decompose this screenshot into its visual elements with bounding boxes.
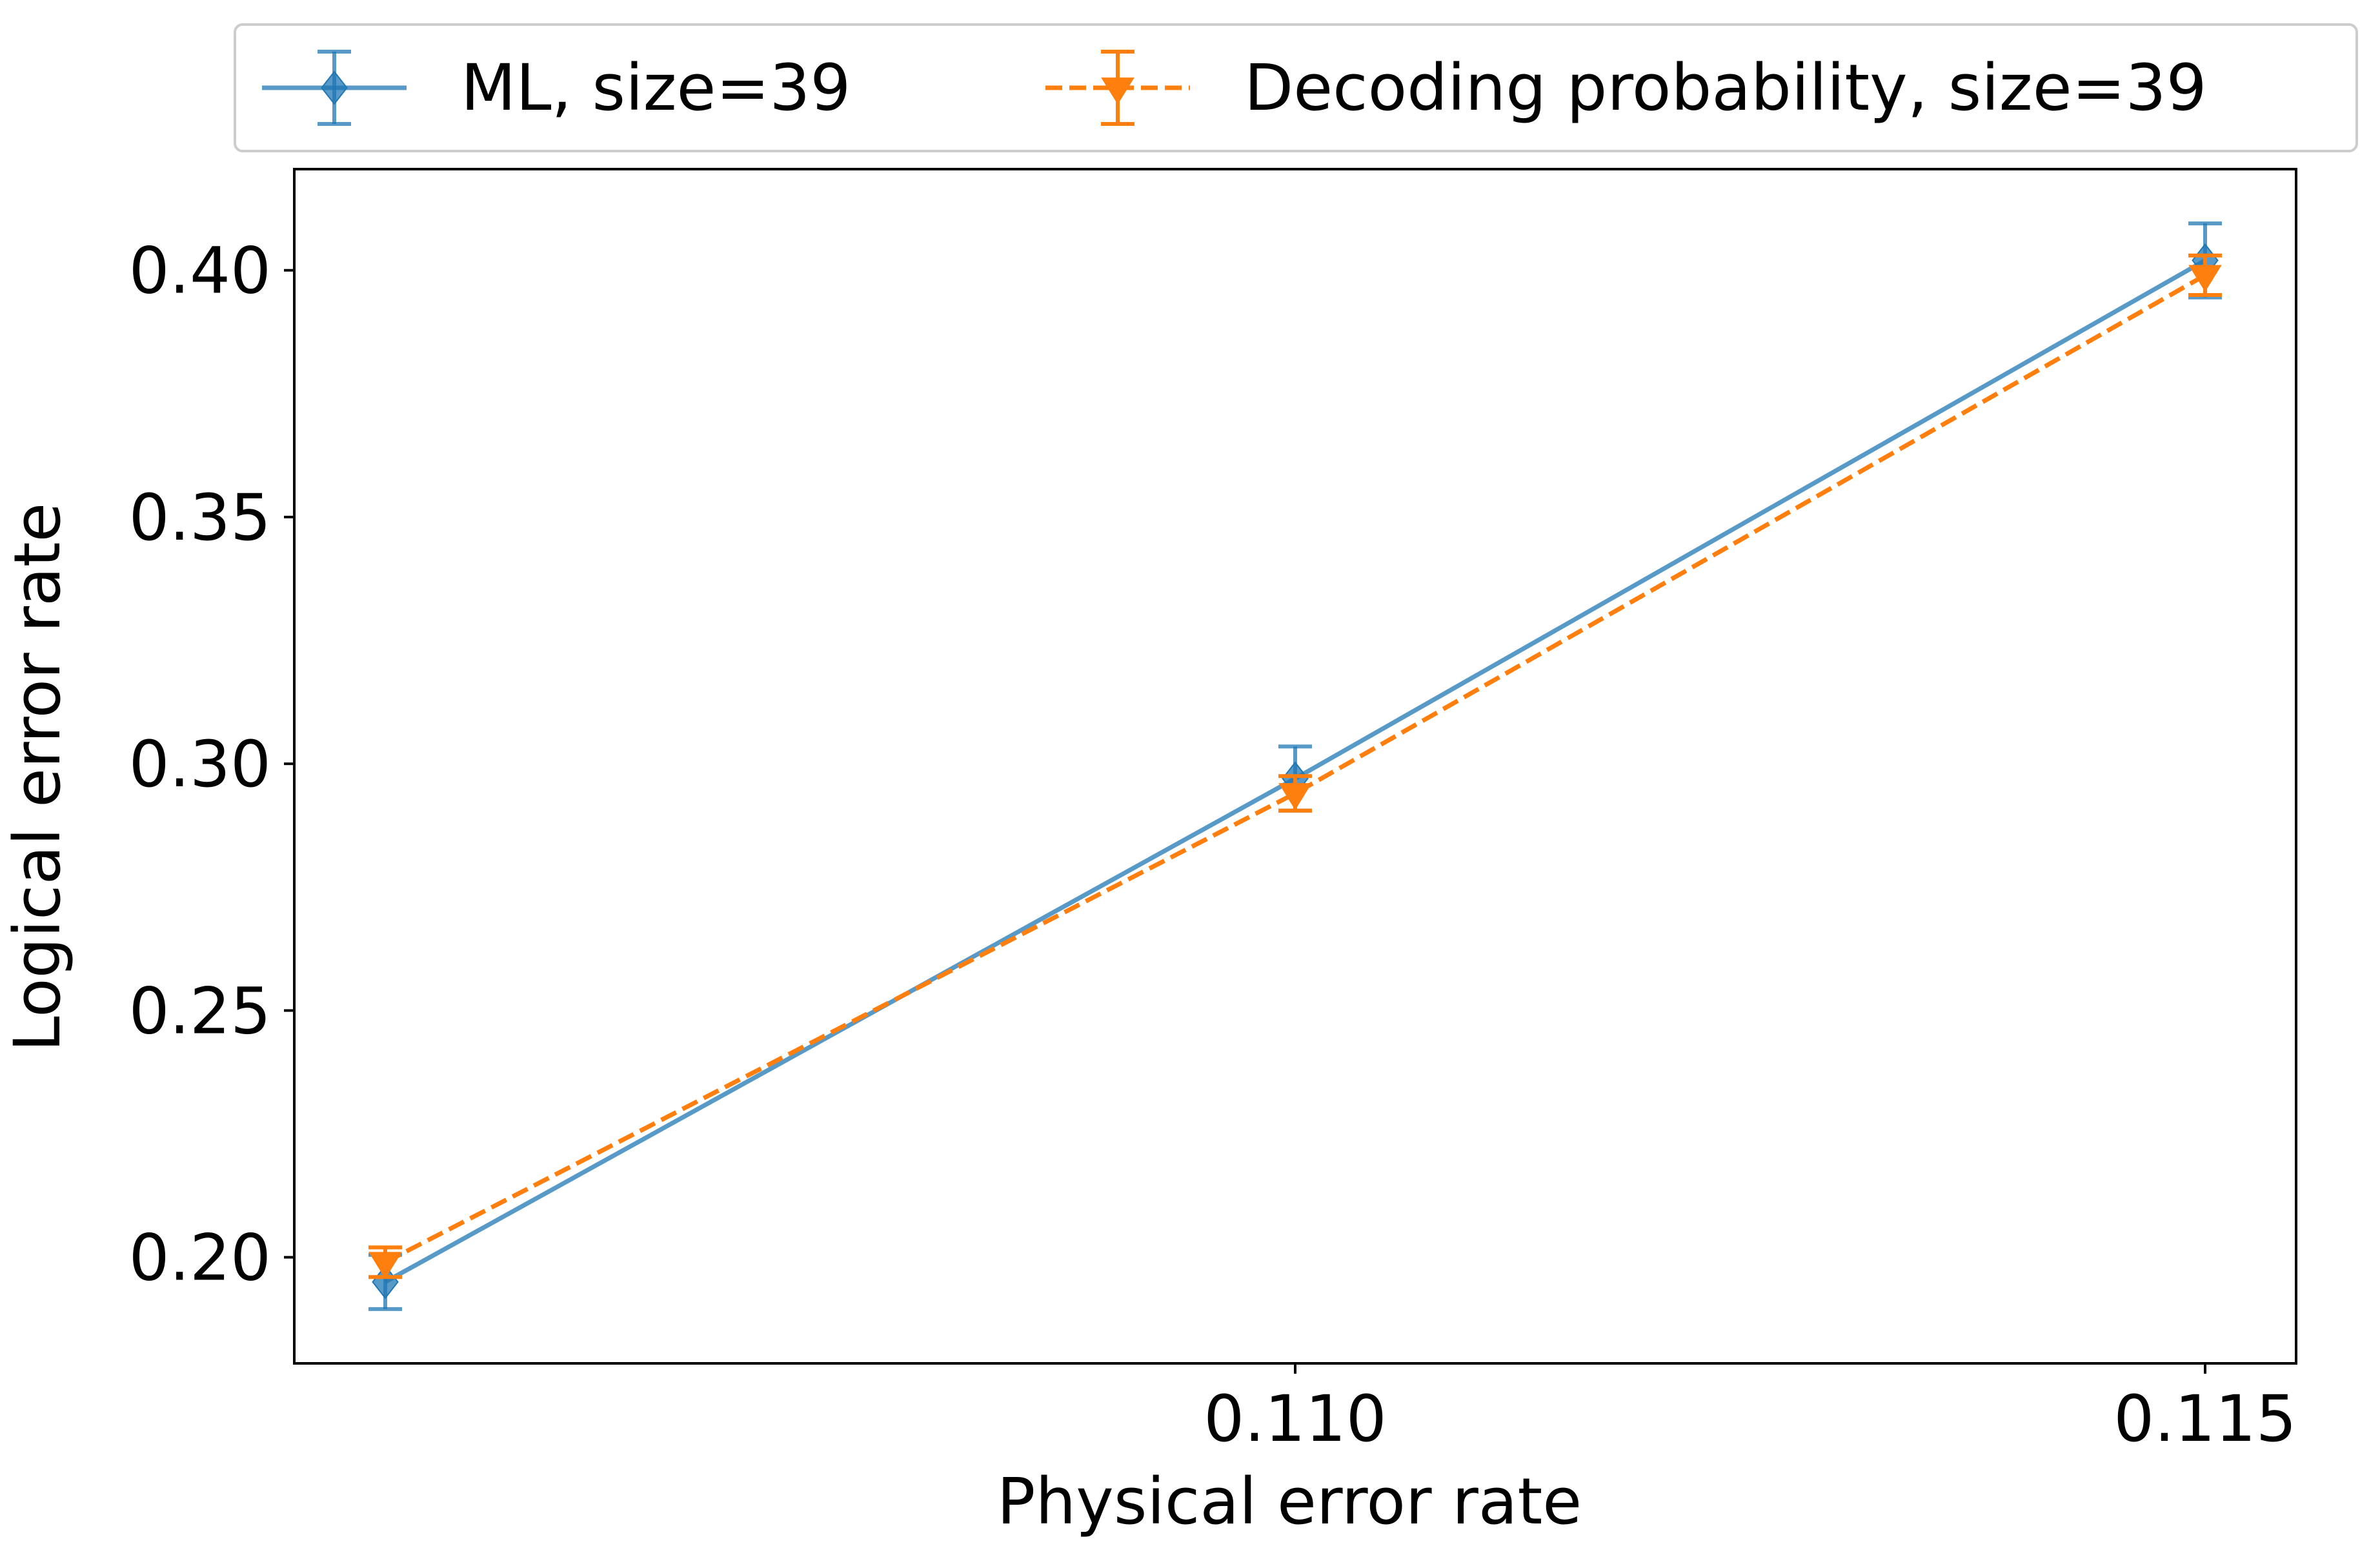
y-tick-label: 0.40 xyxy=(129,234,271,309)
data-point xyxy=(2188,265,2222,292)
x-axis: 0.110 0.115 xyxy=(1204,1363,2297,1456)
plot-area xyxy=(293,168,2297,1365)
series-2 xyxy=(368,253,2222,1279)
y-tick-label: 0.25 xyxy=(129,974,271,1048)
legend-entry-2: Decoding probability, size=39 xyxy=(1045,50,2207,126)
legend-marker xyxy=(1101,77,1135,105)
data-point xyxy=(1278,783,1312,810)
series-1 xyxy=(368,221,2222,1311)
y-axis: 0.20 0.25 0.30 0.35 0.40 xyxy=(129,234,294,1296)
x-tick-label: 0.115 xyxy=(2113,1382,2296,1456)
y-axis-label: Logical error rate xyxy=(1,503,75,1052)
legend-marker xyxy=(321,70,348,105)
y-tick-label: 0.20 xyxy=(129,1221,271,1296)
x-tick-label: 0.110 xyxy=(1204,1382,1386,1456)
legend: ML, size=39 Decoding probability, size=39 xyxy=(234,23,2358,152)
x-axis-label: Physical error rate xyxy=(997,1465,1582,1539)
legend-entry-1: ML, size=39 xyxy=(262,50,851,126)
legend-box xyxy=(234,23,2358,152)
legend-label: ML, size=39 xyxy=(461,51,851,125)
series-line xyxy=(384,273,2206,1265)
y-tick-label: 0.30 xyxy=(129,728,271,802)
y-tick-label: 0.35 xyxy=(129,481,271,555)
legend-label: Decoding probability, size=39 xyxy=(1244,51,2207,125)
data-point xyxy=(368,1252,402,1279)
